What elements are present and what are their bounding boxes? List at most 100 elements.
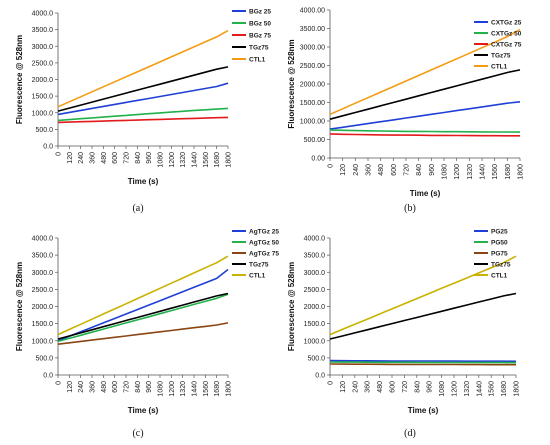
series-line-5 [57, 255, 229, 336]
x-tick-label: 1080 [442, 164, 449, 180]
legend-label: CTL1 [249, 57, 266, 64]
x-tick-label: 960 [427, 381, 434, 393]
x-tick-label: 0 [328, 164, 335, 168]
x-tick-label: 240 [353, 164, 360, 176]
series-line-3 [329, 363, 516, 366]
x-tick-label: 960 [146, 381, 153, 393]
y-tick-label: 500.00 [304, 137, 326, 144]
y-tick-label: 4000.0 [32, 236, 54, 243]
legend-label: CXTGz 50 [491, 31, 522, 38]
x-tick-label: 720 [124, 152, 131, 164]
y-tick-label: 4000.0 [32, 11, 54, 18]
legend-label: CXTGz 25 [491, 20, 522, 27]
x-tick-label: 480 [378, 164, 385, 176]
x-tick-label: 720 [402, 381, 409, 393]
legend-label: TGz75 [491, 262, 511, 269]
y-tick-label: 3000.0 [32, 270, 54, 277]
x-tick-label: 960 [429, 164, 436, 176]
x-tick-label: 360 [365, 381, 372, 393]
x-axis-title: Time (s) [128, 406, 159, 415]
series-line-2 [57, 107, 229, 122]
y-tick-label: 1500.0 [32, 94, 54, 101]
series-line-2 [329, 361, 517, 364]
legend-label: CTL1 [491, 64, 508, 71]
x-tick-label: 480 [101, 152, 108, 164]
panel-caption: (a) [132, 203, 143, 214]
x-tick-label: 0 [56, 152, 63, 156]
series-line-5 [329, 28, 521, 116]
y-tick-label: 4000.00 [300, 8, 325, 15]
legend-label: CTL1 [249, 273, 266, 280]
series-line-4 [329, 69, 521, 120]
legend-label: TGz75 [249, 45, 269, 52]
y-tick-label: 0.0 [43, 373, 53, 380]
x-tick-label: 0 [328, 381, 335, 385]
y-tick-label: 3500.0 [32, 27, 54, 34]
series-line-3 [57, 322, 229, 345]
y-tick-label: 2000.0 [32, 304, 54, 311]
x-tick-label: 240 [78, 152, 85, 164]
y-tick-label: 2000.0 [32, 77, 54, 84]
y-tick-label: 1000.0 [32, 338, 54, 345]
y-tick-label: 2500.0 [32, 287, 54, 294]
y-tick-label: 3500.00 [300, 26, 325, 33]
legend-label: BGz 75 [249, 33, 271, 40]
series-line-3 [57, 116, 229, 124]
y-tick-label: 500.0 [35, 355, 53, 362]
y-tick-label: 1500.0 [304, 321, 326, 328]
y-tick-label: 1500.00 [300, 100, 325, 107]
y-axis-title: Fluorescence @ 528nm [287, 262, 296, 351]
legend-label: PG75 [491, 251, 508, 258]
x-tick-label: 600 [112, 152, 119, 164]
series-line-5 [57, 29, 229, 108]
series-line-1 [329, 359, 517, 363]
y-tick-label: 3500.0 [304, 253, 326, 260]
series-line-2 [329, 129, 521, 133]
y-tick-label: 2500.0 [304, 287, 326, 294]
x-tick-label: 720 [404, 164, 411, 176]
y-axis-title: Fluorescence @ 528nm [287, 39, 296, 128]
legend-label: TGz75 [249, 262, 269, 269]
x-tick-label: 360 [90, 381, 97, 393]
panel-caption: (c) [132, 428, 143, 439]
x-tick-label: 1800 [226, 152, 233, 168]
chart-panel-4: 0.0 500.0 1000.0 1500.0 2000.0 2500.0 3000.0 35… [287, 229, 521, 440]
chart-panel-2: 0.00 500.00 1000.00 1500.00 2000.00 2500.00 30… [287, 8, 525, 215]
y-tick-label: 4000.0 [304, 236, 326, 243]
legend-label: CTL1 [491, 273, 508, 280]
x-tick-label: 1080 [158, 381, 165, 397]
x-tick-label: 600 [391, 164, 398, 176]
x-axis-title: Time (s) [128, 177, 159, 186]
y-tick-label: 3500.0 [32, 253, 54, 260]
x-tick-label: 1440 [192, 381, 199, 397]
x-tick-label: 840 [416, 164, 423, 176]
legend-label: AgTGz 25 [249, 229, 279, 236]
x-tick-label: 1440 [192, 152, 199, 168]
series-line-1 [329, 101, 521, 130]
series-line-1 [57, 268, 229, 342]
y-tick-label: 3000.0 [304, 270, 326, 277]
y-tick-label: 2500.00 [300, 63, 325, 70]
y-tick-label: 2000.00 [300, 82, 325, 89]
x-axis-title: Time (s) [410, 189, 441, 198]
x-tick-label: 1080 [439, 381, 446, 397]
chart-panel-1: 0.0 500.0 1000.0 1500.0 2000.0 2500.0 3000.0 35… [15, 9, 271, 215]
series-line-2 [57, 293, 229, 343]
x-tick-label: 1680 [214, 381, 221, 397]
x-tick-label: 1440 [476, 381, 483, 397]
legend-label: AgTGz 75 [249, 251, 279, 258]
x-tick-label: 360 [366, 164, 373, 176]
legend-label: TGz75 [491, 53, 511, 60]
x-tick-label: 1200 [454, 164, 461, 180]
x-tick-label: 1440 [480, 164, 487, 180]
x-tick-label: 600 [390, 381, 397, 393]
series-line-5 [329, 255, 517, 336]
x-tick-label: 1680 [214, 152, 221, 168]
y-tick-label: 0.0 [315, 373, 325, 380]
series-line-1 [57, 82, 229, 116]
x-tick-label: 240 [352, 381, 359, 393]
legend-label: PG25 [491, 229, 508, 236]
x-tick-label: 840 [135, 381, 142, 393]
x-tick-label: 1320 [180, 381, 187, 397]
y-tick-label: 1000.0 [32, 110, 54, 117]
